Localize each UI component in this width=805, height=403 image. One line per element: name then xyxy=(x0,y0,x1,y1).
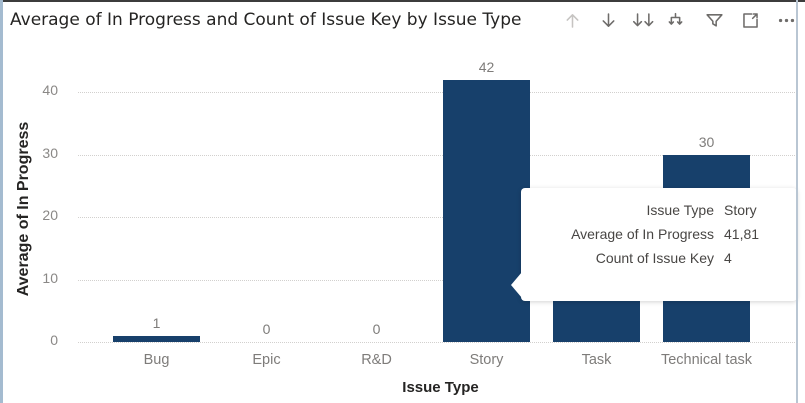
go-to-next-level-icon xyxy=(632,12,653,26)
visual-border-top xyxy=(0,0,805,2)
y-tick-label: 10 xyxy=(42,269,58,286)
data-label-story: 42 xyxy=(478,58,495,75)
x-category-label-story: Story xyxy=(469,352,504,368)
tooltip-field-value: 41,81 xyxy=(724,226,760,242)
drill-up-icon xyxy=(566,13,578,28)
bar-story[interactable] xyxy=(443,79,530,342)
x-category-label-epic: Epic xyxy=(252,352,281,368)
y-tick-label: 30 xyxy=(42,144,58,161)
x-category-label-task: Task xyxy=(581,352,612,368)
y-tick-label: 20 xyxy=(42,207,58,223)
gridline-y-0 xyxy=(78,342,797,343)
gridline-y-10 xyxy=(78,279,797,281)
tooltip-field-label: Count of Issue Key xyxy=(595,250,714,266)
visual-border-right xyxy=(796,0,798,403)
visual-title-bar: Average of In Progress and Count of Issu… xyxy=(10,7,655,33)
tooltip: Issue Type Story Average of In Progress 41,… xyxy=(511,188,797,301)
expand-all-down-one-level-icon xyxy=(668,12,682,25)
drill-down-button[interactable] xyxy=(596,8,620,32)
data-label-technical-task: 30 xyxy=(698,133,715,150)
tooltip-rows: Issue Type Story Average of In Progress 41,… xyxy=(521,202,797,266)
drill-up-button[interactable] xyxy=(560,8,584,32)
drill-down-icon xyxy=(602,12,614,27)
more-options-icon xyxy=(778,18,794,22)
data-label-epic: 0 xyxy=(262,321,271,337)
x-category-label-bug: Bug xyxy=(143,352,170,368)
x-category-label-technical-task: Technical task xyxy=(660,352,753,368)
gridline-y-30 xyxy=(78,154,797,156)
data-label-r-d: 0 xyxy=(372,321,381,337)
y-tick-label: 40 xyxy=(42,82,58,98)
filter-button[interactable] xyxy=(702,8,726,32)
go-to-next-level-button[interactable] xyxy=(628,8,658,32)
x-category-label-r-d: R&D xyxy=(361,352,392,368)
bar-bug[interactable] xyxy=(113,335,200,342)
y-tick-label: 0 xyxy=(50,332,58,348)
x-axis-title: Issue Type xyxy=(402,379,479,396)
filter-icon xyxy=(705,13,723,27)
more-options-button[interactable] xyxy=(774,8,798,32)
expand-all-button[interactable] xyxy=(663,8,687,32)
tooltip-field-label: Average of In Progress xyxy=(571,226,714,242)
tooltip-field-value: Story xyxy=(724,202,757,218)
gridline-y-40 xyxy=(78,92,797,93)
focus-mode-icon xyxy=(742,12,758,28)
tooltip-field-label: Issue Type xyxy=(646,202,714,218)
gridline-y-20 xyxy=(78,217,797,218)
tooltip-field-value: 4 xyxy=(724,250,732,266)
visual-border-left xyxy=(0,0,3,403)
data-label-bug: 1 xyxy=(152,314,161,331)
tooltip-arrow xyxy=(511,272,522,298)
focus-mode-button[interactable] xyxy=(738,8,762,32)
chart-title: Average of In Progress and Count of Issu… xyxy=(10,10,522,30)
